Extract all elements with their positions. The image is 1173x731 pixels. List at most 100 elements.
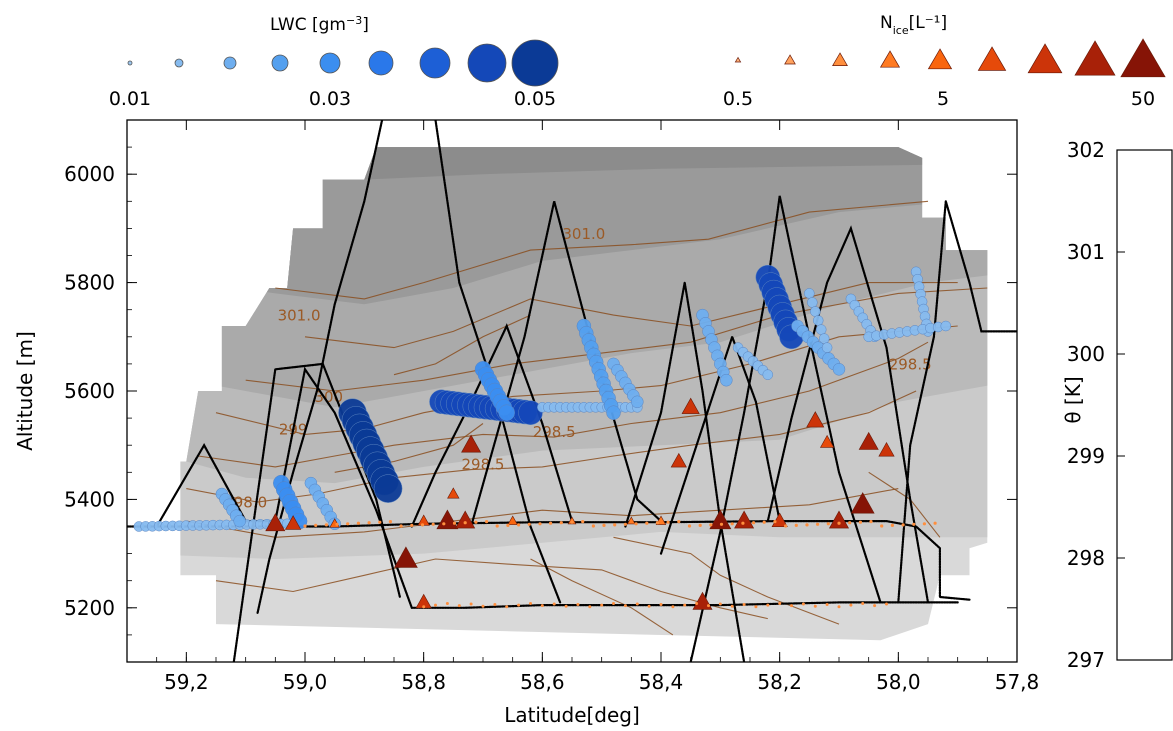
nice-small-point [431, 522, 435, 526]
nice-small-point [861, 602, 865, 605]
nice-small-point [445, 602, 449, 605]
colorbar-frame [1116, 149, 1173, 661]
colorbar-tick-label: 302 [1067, 138, 1105, 162]
theta-contour-3 [215, 325, 958, 435]
nice-small-point [324, 523, 328, 527]
nice-small-point [719, 522, 724, 526]
nice-point [858, 431, 879, 450]
x-tick-label: 58,8 [401, 670, 446, 694]
nice-small-point [901, 523, 905, 527]
lwc-legend-tick: 0.03 [309, 88, 351, 110]
flight-track-3 [232, 362, 401, 662]
theta-contour-2 [245, 287, 988, 392]
flight-track-6 [624, 282, 746, 662]
nice-small-point [742, 603, 746, 606]
contour-label-5: 298.5 [533, 423, 576, 441]
nice-small-point [677, 520, 681, 524]
nice-small-point [442, 522, 446, 526]
contour-label-0: 301.0 [562, 225, 605, 243]
x-tick-label: 58,6 [520, 670, 565, 694]
nice-small-point [634, 522, 638, 526]
nice-small-point [570, 520, 574, 524]
y-tick-label: 5600 [64, 379, 115, 403]
nice-small-point [683, 603, 687, 607]
nice-points [265, 397, 937, 610]
colorbar-label: θ [K] [1061, 376, 1085, 423]
nice-small-point [600, 603, 604, 607]
nice-small-point [410, 523, 414, 528]
nice-small-point [825, 603, 829, 606]
nice-small-point [452, 521, 457, 525]
lwc-point [832, 363, 846, 376]
nice-small-point [695, 602, 699, 605]
nice-small-point [709, 523, 713, 527]
lwc-point [518, 400, 543, 425]
nice-small-point [635, 602, 639, 606]
nice-small-point [659, 603, 663, 606]
nice-small-point [434, 603, 437, 607]
nice-small-point [588, 605, 592, 609]
nice-small-point [495, 524, 499, 528]
nice-small-point [549, 521, 553, 525]
nice-small-point [613, 523, 617, 527]
flight-track-1 [256, 120, 384, 615]
colorbar-tick-label: 300 [1067, 342, 1105, 366]
nice-small-point [517, 603, 521, 607]
nice-small-point [794, 523, 798, 528]
colorbar-tick-label: 297 [1067, 648, 1105, 672]
nice-legend-title: Nice[L⁻¹] [880, 13, 947, 37]
nice-small-point [505, 605, 509, 609]
nice-small-point [869, 520, 873, 524]
nice-small-point [826, 522, 830, 526]
lwc-point [812, 315, 824, 326]
nice-point [393, 546, 418, 568]
nice-point [284, 515, 302, 530]
colorbar-tick-label: 301 [1067, 240, 1105, 264]
nice-small-point [378, 520, 382, 524]
nice-point [567, 516, 577, 525]
nice-small-point [602, 523, 606, 528]
flight-track-9 [897, 200, 1017, 604]
nice-small-point [773, 520, 777, 524]
y-tick-label: 5400 [64, 487, 115, 511]
lwc-point [498, 404, 515, 421]
nice-legend-marker [977, 46, 1007, 71]
nice-legend-marker [1120, 38, 1166, 78]
nice-small-point [527, 522, 531, 526]
y-tick-label: 5800 [64, 271, 115, 295]
lwc-legend-marker [467, 43, 507, 83]
nice-small-point [837, 521, 841, 525]
lwc-point [720, 373, 733, 387]
lwc-legend-marker [368, 50, 394, 76]
nice-point [828, 510, 850, 529]
lwc-legend-marker [174, 58, 184, 68]
lwc-point [940, 320, 952, 332]
nice-small-point [805, 523, 809, 527]
nice-small-point [922, 522, 927, 526]
nice-small-point [858, 520, 863, 524]
y-axis: 5200 5400 5600 5800 6000 [64, 146, 1017, 636]
nice-small-point [778, 602, 782, 605]
lwc-point [762, 369, 774, 380]
nice-small-point [671, 605, 675, 609]
theta-contour-8 [530, 558, 674, 636]
y-tick-label: 6000 [64, 162, 115, 186]
nice-small-point [730, 522, 734, 526]
nice-small-point [581, 520, 585, 524]
nice-small-point [493, 603, 497, 606]
nice-point [626, 516, 636, 525]
lwc-legend-marker [319, 52, 341, 74]
lwc-legend-marker [223, 56, 237, 70]
x-tick-label: 57,8 [995, 670, 1040, 694]
theta-contour-6 [186, 488, 899, 538]
theta-contour-1 [304, 282, 958, 349]
y-tick-label: 5200 [64, 596, 115, 620]
theta-contour-4 [198, 341, 929, 468]
nice-small-point [463, 521, 467, 525]
flight-track-7 [689, 195, 882, 662]
nice-small-point [591, 524, 596, 528]
nice-legend-marker [927, 48, 953, 70]
nice-small-point [813, 604, 817, 608]
lwc-point [631, 395, 644, 409]
